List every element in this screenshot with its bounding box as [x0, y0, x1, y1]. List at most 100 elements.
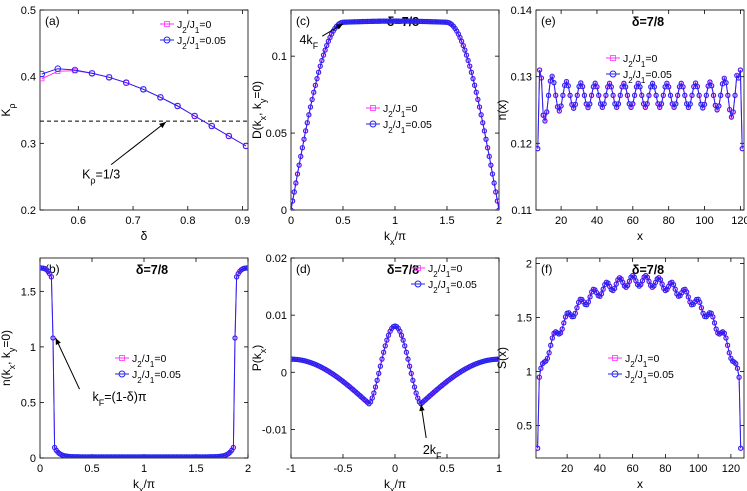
data-point-j05 — [723, 79, 729, 86]
annotation-label: 4kF — [299, 33, 318, 51]
data-point-j05 — [315, 69, 322, 75]
data-point-j05 — [476, 104, 483, 110]
data-point-j05 — [79, 454, 85, 458]
data-point-j05 — [64, 453, 71, 458]
plot-area — [40, 265, 248, 458]
data-point-j05 — [120, 454, 126, 458]
data-point-j05 — [732, 92, 738, 98]
data-point-j05 — [565, 83, 571, 89]
data-point-j05 — [341, 19, 348, 25]
data-point-j05 — [84, 454, 90, 458]
panel-label: (c) — [296, 14, 310, 28]
data-point-j05 — [402, 343, 408, 349]
plot-frame — [535, 257, 745, 459]
data-point-j05 — [574, 305, 580, 311]
data-point-j05 — [410, 18, 416, 24]
data-point-j05 — [311, 89, 317, 95]
data-point-j05 — [546, 350, 552, 356]
data-point-j05 — [48, 274, 55, 280]
data-point-j05 — [230, 444, 237, 451]
data-point-j05 — [82, 454, 89, 458]
data-point-j05 — [542, 118, 548, 124]
data-point-j05 — [424, 18, 431, 25]
data-point-j05 — [460, 42, 466, 49]
data-point-j05 — [677, 292, 683, 299]
data-point-j05 — [68, 453, 74, 458]
data-point-j05 — [551, 79, 557, 86]
legend-label: J2/J1=0.05 — [428, 279, 477, 295]
data-point-j05 — [377, 363, 384, 369]
data-point-j05 — [212, 454, 219, 458]
plot-area — [40, 65, 248, 150]
panel-label: (a) — [45, 14, 60, 28]
data-point-j05 — [384, 337, 390, 343]
panel-e: 20 40 60 80 100 120 0.11 0.12 0.13 0.14 x n(x) δ=7/8… — [495, 5, 747, 243]
y-tick-label: 0.14 — [511, 5, 532, 17]
data-point-j05 — [419, 18, 426, 25]
data-point-j05 — [687, 101, 693, 107]
data-point-j05 — [685, 294, 691, 300]
data-point-j05 — [116, 454, 123, 458]
data-point-j05 — [467, 63, 473, 69]
x-tick-label: 60 — [627, 463, 639, 475]
data-point-j05 — [421, 18, 427, 25]
data-point-j05 — [403, 349, 410, 355]
data-point-j05 — [43, 267, 50, 273]
x-tick-label: 0.5 — [335, 215, 350, 227]
data-point-j05 — [314, 75, 320, 82]
data-point-j05 — [710, 314, 716, 320]
data-point-j05 — [122, 79, 130, 86]
data-point-j05 — [304, 120, 310, 126]
plot-area — [536, 272, 744, 451]
data-point-j05 — [152, 454, 159, 458]
legend-label: J2/J1=0 — [625, 353, 659, 369]
data-point-j05 — [105, 74, 113, 81]
data-point-j0 — [638, 282, 643, 287]
data-point-j05 — [434, 19, 440, 25]
data-point-j05 — [408, 370, 414, 377]
data-point-j05 — [682, 92, 688, 98]
data-point-j05 — [54, 65, 62, 72]
legend-marker — [370, 105, 376, 111]
data-point-j05 — [491, 180, 497, 186]
data-point-j05 — [196, 454, 202, 458]
data-point-j05 — [328, 31, 335, 37]
x-tick-label: 120 — [731, 215, 747, 227]
data-point-j05 — [728, 355, 734, 361]
data-point-j05 — [473, 89, 479, 95]
data-point-j05 — [726, 350, 732, 356]
data-point-j05 — [694, 83, 701, 90]
data-point-j05 — [603, 92, 609, 98]
data-point-j05 — [108, 454, 115, 458]
data-point-j0 — [324, 43, 329, 48]
data-point-j05 — [593, 290, 600, 296]
data-point-j05 — [157, 454, 163, 458]
data-point-j05 — [389, 18, 395, 24]
y-tick-label: 2 — [526, 258, 532, 270]
data-point-j05 — [71, 66, 79, 74]
data-point-j05 — [623, 84, 629, 90]
data-point-j05 — [128, 454, 134, 458]
data-point-j05 — [419, 399, 426, 405]
data-point-j05 — [429, 390, 436, 397]
data-point-j05 — [398, 18, 405, 24]
data-point-j05 — [172, 454, 178, 458]
y-tick-label: 1 — [30, 342, 36, 354]
data-point-j05 — [103, 454, 110, 458]
data-point-j05 — [94, 454, 100, 458]
data-point-j05 — [730, 109, 736, 115]
x-tick-label: 2 — [245, 463, 251, 475]
data-point-j05 — [141, 454, 147, 458]
data-point-j05 — [359, 395, 366, 401]
data-point-j05 — [560, 92, 566, 98]
data-point-j05 — [144, 454, 150, 458]
data-point-j05 — [302, 128, 309, 134]
y-tick-label: 0.2 — [21, 205, 36, 217]
data-point-j05 — [470, 75, 476, 82]
data-point-j05 — [496, 207, 499, 210]
x-tick-label: 0 — [288, 215, 294, 227]
data-point-j05 — [73, 454, 79, 458]
data-point-j05 — [90, 454, 97, 458]
data-point-j05 — [410, 377, 416, 384]
data-point-j05 — [634, 281, 641, 288]
